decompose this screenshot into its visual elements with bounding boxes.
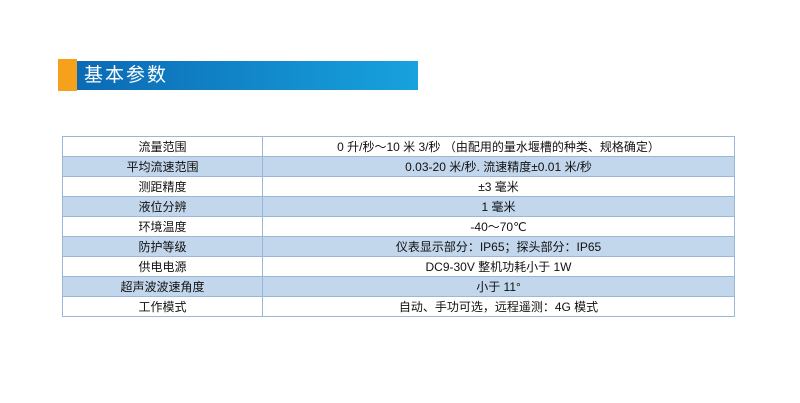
param-value: 0.03-20 米/秒. 流速精度±0.01 米/秒 [262, 156, 735, 177]
param-label: 测距精度 [62, 176, 263, 197]
spec-table: 流量范围 0 升/秒～10 米 3/秒 （由配用的量水堰槽的种类、规格确定） 平均流… [62, 136, 735, 317]
param-value: 0 升/秒～10 米 3/秒 （由配用的量水堰槽的种类、规格确定） [262, 136, 735, 157]
table-row: 工作模式 自动、手功可选，远程遥测：4G 模式 [62, 296, 735, 317]
param-value: DC9-30V 整机功耗小于 1W [262, 256, 735, 277]
table-row: 液位分辨 1 毫米 [62, 196, 735, 217]
param-label: 防护等级 [62, 236, 263, 257]
param-value: 1 毫米 [262, 196, 735, 217]
spec-table-body: 流量范围 0 升/秒～10 米 3/秒 （由配用的量水堰槽的种类、规格确定） 平均流… [62, 136, 735, 317]
param-value: ±3 毫米 [262, 176, 735, 197]
param-value: 小于 11° [262, 276, 735, 297]
table-row: 超声波波速角度 小于 11° [62, 276, 735, 297]
table-row: 流量范围 0 升/秒～10 米 3/秒 （由配用的量水堰槽的种类、规格确定） [62, 136, 735, 157]
param-value: -40～70℃ [262, 216, 735, 237]
param-label: 工作模式 [62, 296, 263, 317]
section-title-banner: 基本参数 [77, 60, 418, 90]
param-value: 仪表显示部分：IP65；探头部分：IP65 [262, 236, 735, 257]
param-label: 环境温度 [62, 216, 263, 237]
table-row: 测距精度 ±3 毫米 [62, 176, 735, 197]
section-header: 基本参数 [58, 59, 418, 91]
table-row: 平均流速范围 0.03-20 米/秒. 流速精度±0.01 米/秒 [62, 156, 735, 177]
table-row: 防护等级 仪表显示部分：IP65；探头部分：IP65 [62, 236, 735, 257]
section-title: 基本参数 [84, 64, 169, 86]
param-value: 自动、手功可选，远程遥测：4G 模式 [262, 296, 735, 317]
param-label: 超声波波速角度 [62, 276, 263, 297]
param-label: 供电电源 [62, 256, 263, 277]
table-row: 供电电源 DC9-30V 整机功耗小于 1W [62, 256, 735, 277]
param-label: 平均流速范围 [62, 156, 263, 177]
orange-accent-block [58, 59, 77, 91]
param-label: 液位分辨 [62, 196, 263, 217]
table-row: 环境温度 -40～70℃ [62, 216, 735, 237]
param-label: 流量范围 [62, 136, 263, 157]
